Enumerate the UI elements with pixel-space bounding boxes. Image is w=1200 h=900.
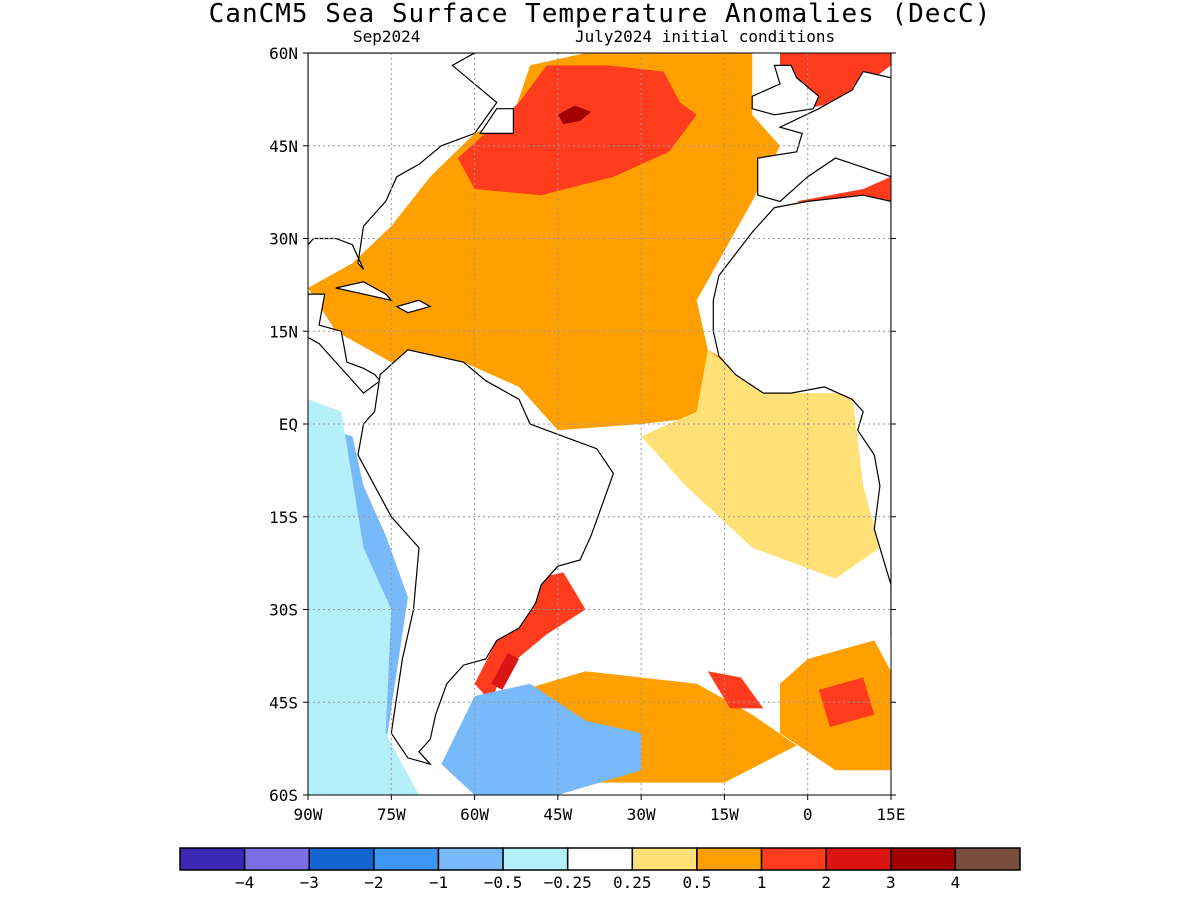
land-central-america xyxy=(308,293,382,394)
lon-tick-label: 0 xyxy=(803,805,813,824)
lat-tick-label: 30N xyxy=(269,230,298,249)
lat-tick-label: 30S xyxy=(269,601,298,620)
colorbar-swatch xyxy=(890,847,957,871)
lat-tick-label: 45S xyxy=(269,693,298,712)
lon-tick-label: 90W xyxy=(294,805,323,824)
colorbar-swatch xyxy=(243,847,310,871)
colorbar-label: −1 xyxy=(429,873,448,892)
colorbar-swatch xyxy=(696,847,763,871)
anomaly-south-atlantic-red xyxy=(707,671,764,709)
lon-tick-label: 30W xyxy=(627,805,656,824)
colorbar-swatch xyxy=(954,847,1021,871)
land-hispaniola xyxy=(395,299,432,314)
colorbar-swatch xyxy=(502,847,569,871)
colorbar-label: −0.5 xyxy=(484,873,523,892)
colorbar-label: 1 xyxy=(757,873,767,892)
anomaly-sw-atlantic-cool xyxy=(441,683,642,795)
anomaly-east-pacific-light xyxy=(308,399,419,795)
colorbar-swatch xyxy=(825,847,892,871)
colorbar-label: 4 xyxy=(951,873,961,892)
land-africa xyxy=(712,194,891,635)
land-cuba xyxy=(335,281,394,302)
anomaly-brazil-hotspot xyxy=(491,652,519,690)
colorbar-swatch xyxy=(566,847,634,871)
colorbar-swatch xyxy=(308,847,375,871)
lon-tick-label: 15W xyxy=(710,805,739,824)
colorbar-label: 0.5 xyxy=(682,873,711,892)
colorbar-label: −3 xyxy=(300,873,319,892)
colorbar-swatch xyxy=(179,847,246,871)
colorbar-label: 3 xyxy=(886,873,896,892)
colorbar-label: −0.25 xyxy=(544,873,592,892)
colorbar-swatch xyxy=(437,847,504,871)
lat-tick-label: 15S xyxy=(269,508,298,527)
land-newfoundland xyxy=(478,108,515,134)
forecast-month: Sep2024 xyxy=(353,27,421,46)
lat-tick-label: 15N xyxy=(269,322,298,341)
anomaly-midlatitude-warm-core xyxy=(457,65,697,196)
anomaly-labrador-hotspot xyxy=(557,105,592,125)
lon-tick-label: 15E xyxy=(877,805,906,824)
colorbar-swatch xyxy=(760,847,827,871)
colorbar-label: −2 xyxy=(364,873,383,892)
initial-conditions: July2024 initial conditions xyxy=(575,27,836,46)
lat-tick-label: EQ xyxy=(279,415,298,434)
colorbar-label: 2 xyxy=(821,873,831,892)
lon-tick-label: 45W xyxy=(543,805,572,824)
map-title: CanCM5 Sea Surface Temperature Anomalies… xyxy=(208,0,992,29)
lat-tick-label: 60N xyxy=(269,44,298,63)
lon-tick-label: 60W xyxy=(460,805,489,824)
colorbar-swatch xyxy=(373,847,440,871)
colorbar-label: −4 xyxy=(235,873,254,892)
lat-tick-label: 45N xyxy=(269,137,298,156)
colorbar-label: 0.25 xyxy=(613,873,652,892)
grid-lines xyxy=(308,53,891,795)
anomaly-south-atlantic-red-2 xyxy=(818,677,875,727)
land-british-isles xyxy=(751,64,820,116)
colorbar-swatch xyxy=(631,847,698,871)
land-iberia-europe xyxy=(757,70,891,203)
land-mask xyxy=(308,53,891,766)
lon-tick-label: 75W xyxy=(377,805,406,824)
anomaly-tropical-atlantic-yellow xyxy=(641,349,880,579)
lat-tick-label: 60S xyxy=(269,786,298,805)
